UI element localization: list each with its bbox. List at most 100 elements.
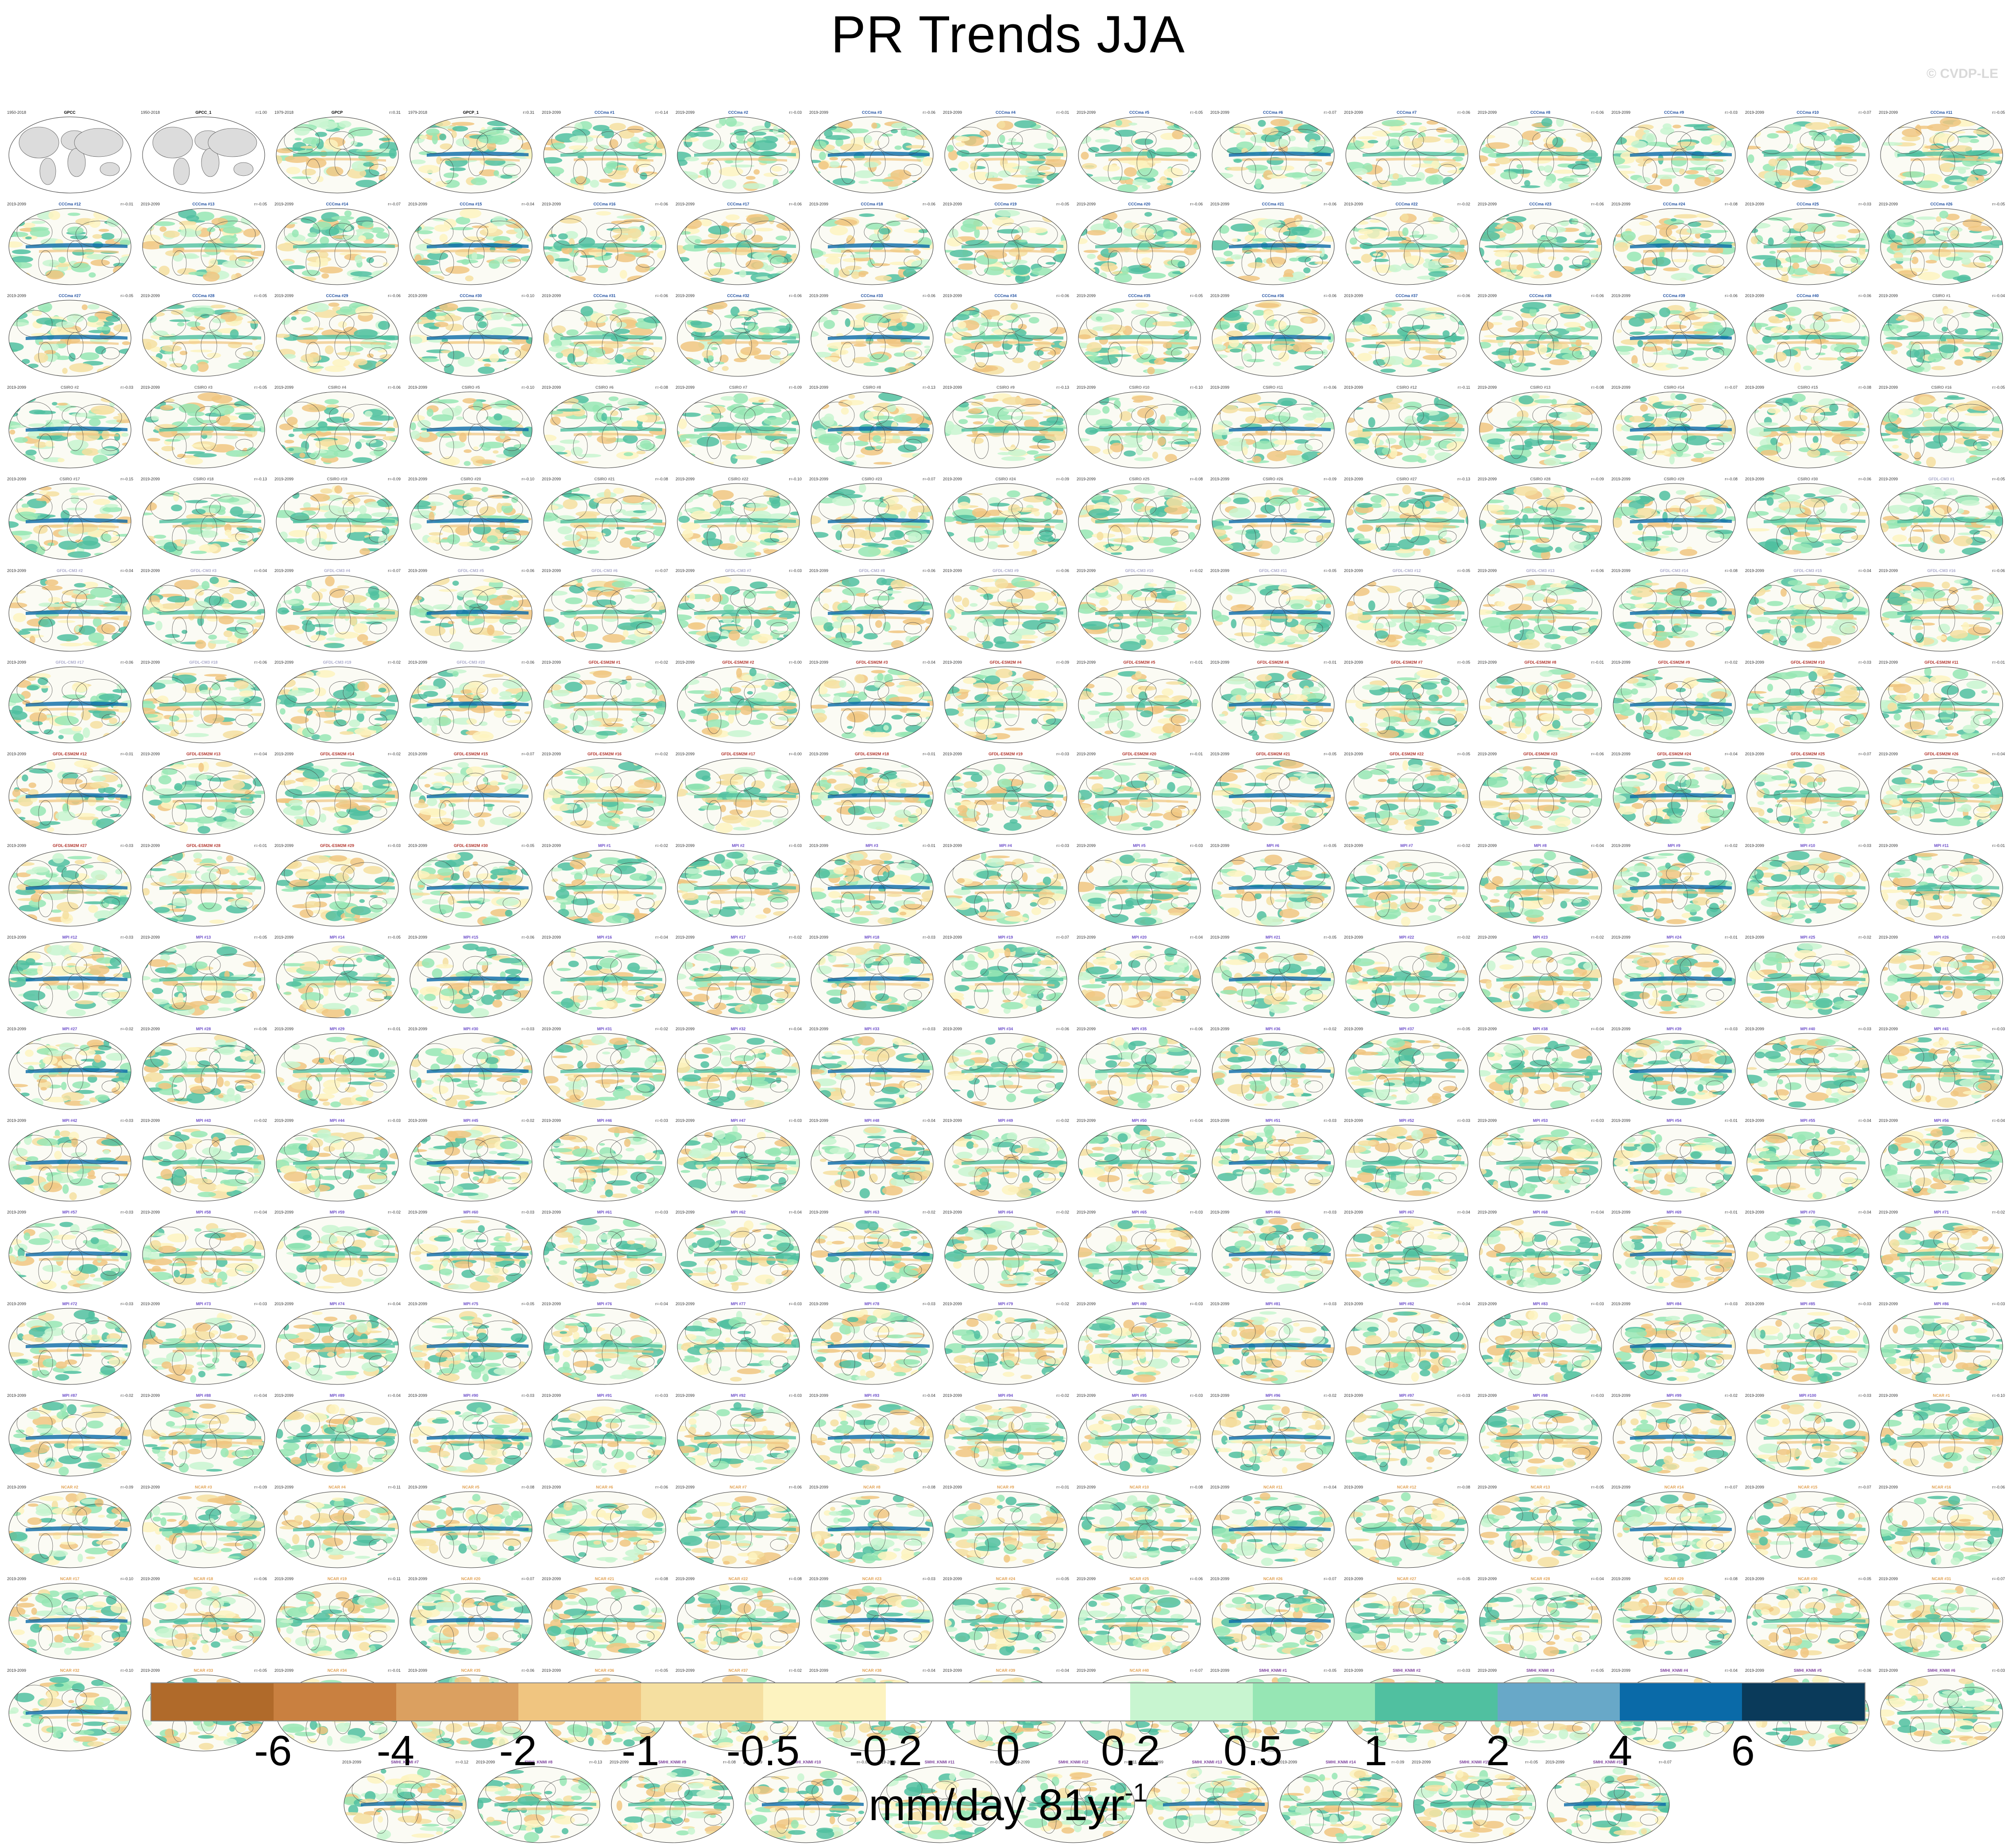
panel-member-name: MPI #13 bbox=[138, 935, 269, 940]
panel-pattern-correlation: r=-0.09 bbox=[1056, 476, 1069, 482]
panel-member-name: GPCP bbox=[272, 110, 402, 115]
panel-pattern-correlation: r=-0.13 bbox=[923, 385, 935, 390]
panel-member-name: MPI #95 bbox=[1074, 1393, 1205, 1398]
panel-pattern-correlation: r=-0.04 bbox=[1324, 1485, 1336, 1490]
panel-pattern-correlation: r=-0.04 bbox=[1725, 751, 1738, 757]
panel-member-name: NCAR #27 bbox=[1341, 1576, 1472, 1581]
panel-member-name: MPI #54 bbox=[1609, 1118, 1739, 1123]
world-map-icon bbox=[1211, 116, 1335, 194]
panel-member-name: NCAR #5 bbox=[406, 1485, 536, 1490]
panel-member-name: GFDL-CM3 #2 bbox=[4, 568, 135, 573]
panel-pattern-correlation: r=-0.06 bbox=[1190, 201, 1203, 207]
panel-pattern-correlation: r=-0.04 bbox=[1725, 1668, 1738, 1673]
panel-member-name: GFDL-ESM2M #25 bbox=[1742, 751, 1873, 757]
panel-pattern-correlation: r=-0.06 bbox=[1591, 110, 1604, 115]
world-map-icon bbox=[1746, 299, 1870, 377]
panel-pattern-correlation: r=-0.04 bbox=[254, 1210, 267, 1215]
panel-member-name: GFDL-ESM2M #22 bbox=[1341, 751, 1472, 757]
world-map-icon bbox=[142, 758, 266, 835]
panel-pattern-correlation: r=-0.05 bbox=[1457, 660, 1470, 665]
panel-pattern-correlation: r=-0.06 bbox=[1056, 1026, 1069, 1032]
panel-member-name: NCAR #29 bbox=[1609, 1576, 1739, 1581]
panel-pattern-correlation: r=-0.04 bbox=[388, 1301, 401, 1307]
panel-pattern-correlation: r=-0.06 bbox=[655, 1485, 668, 1490]
world-map-icon bbox=[676, 1032, 800, 1110]
world-map-icon bbox=[810, 1491, 934, 1569]
panel-pattern-correlation: r=-0.05 bbox=[521, 1301, 534, 1307]
world-map-icon bbox=[676, 758, 800, 835]
panel-member-name: SMHI_KNMI #1 bbox=[1208, 1668, 1338, 1673]
panel-member-name: GFDL-CM3 #3 bbox=[138, 568, 269, 573]
panel-member-name: GPCC bbox=[4, 110, 135, 115]
panel-pattern-correlation: r=-0.03 bbox=[789, 1301, 802, 1307]
panel-member-name: CSIRO #27 bbox=[1341, 476, 1472, 482]
panel-pattern-correlation: r=-0.02 bbox=[1457, 843, 1470, 848]
world-map-icon bbox=[1078, 1582, 1201, 1660]
world-map-icon bbox=[1211, 299, 1335, 377]
world-map-icon bbox=[142, 116, 266, 194]
panel-pattern-correlation: r=-0.09 bbox=[1324, 476, 1336, 482]
panel-member-name: MPI #85 bbox=[1742, 1301, 1873, 1307]
colorbar-tick-label: 0.5 bbox=[1224, 1727, 1282, 1775]
world-map-icon bbox=[1479, 1582, 1603, 1660]
world-map-icon bbox=[676, 391, 800, 469]
panel-member-name: CSIRO #6 bbox=[539, 385, 670, 390]
panel-pattern-correlation: r=-0.07 bbox=[521, 1576, 534, 1581]
panel-member-name: MPI #69 bbox=[1609, 1210, 1739, 1215]
world-map-icon bbox=[1880, 299, 2004, 377]
panel-member-name: CCCma #39 bbox=[1609, 293, 1739, 298]
world-map-icon bbox=[944, 391, 1068, 469]
world-map-icon bbox=[1078, 1032, 1201, 1110]
panel-pattern-correlation: r=-0.03 bbox=[923, 935, 935, 940]
world-map-icon bbox=[275, 666, 399, 744]
world-map-icon bbox=[944, 1399, 1068, 1477]
panel-pattern-correlation: r=-0.06 bbox=[1056, 568, 1069, 573]
panel-pattern-correlation: r=-0.03 bbox=[1190, 843, 1203, 848]
panel-pattern-correlation: r=-0.06 bbox=[1725, 293, 1738, 298]
panel-member-name: CSIRO #25 bbox=[1074, 476, 1205, 482]
world-map-icon bbox=[1479, 116, 1603, 194]
world-map-icon bbox=[8, 1032, 132, 1110]
panel-pattern-correlation: r=-0.06 bbox=[789, 293, 802, 298]
units-exponent: -1 bbox=[1124, 1778, 1147, 1807]
panel-member-name: MPI #44 bbox=[272, 1118, 402, 1123]
panel-member-name: MPI #18 bbox=[807, 935, 937, 940]
panel-member-name: GFDL-CM3 #5 bbox=[406, 568, 536, 573]
world-map-icon bbox=[543, 1399, 667, 1477]
